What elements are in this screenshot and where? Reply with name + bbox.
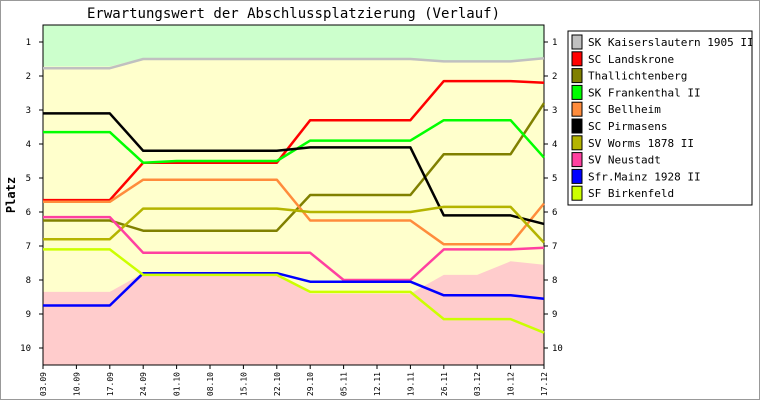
x-tick-label: 26.11 bbox=[440, 372, 449, 396]
x-tick-label: 24.09 bbox=[139, 372, 148, 396]
legend-box bbox=[567, 30, 753, 206]
y-tick-label-right: 6 bbox=[552, 208, 557, 218]
legend-swatch bbox=[571, 135, 583, 151]
y-tick-label-right: 7 bbox=[552, 242, 557, 252]
legend-label: SF Birkenfeld bbox=[588, 187, 674, 200]
y-tick-label-left: 9 bbox=[26, 310, 31, 320]
legend-swatch bbox=[571, 168, 583, 184]
legend-swatch bbox=[571, 84, 583, 100]
y-tick-label-right: 5 bbox=[552, 174, 557, 184]
series-line-8 bbox=[43, 271, 545, 307]
legend-swatch bbox=[571, 68, 583, 84]
x-tick-label: 29.10 bbox=[306, 372, 315, 396]
y-tick-label-left: 1 bbox=[26, 38, 31, 48]
x-tick-label: 10.09 bbox=[72, 372, 81, 396]
legend-label: Sfr.Mainz 1928 II bbox=[588, 170, 701, 183]
legend-label: SK Kaiserslautern 1905 II bbox=[588, 36, 754, 49]
x-tick-label: 12.11 bbox=[373, 372, 382, 396]
y-tick-label-right: 3 bbox=[552, 106, 557, 116]
y-tick-label-right: 8 bbox=[552, 276, 557, 286]
y-tick-label-right: 1 bbox=[552, 38, 557, 48]
series-line-3 bbox=[43, 118, 545, 164]
x-tick-label: 10.12 bbox=[507, 372, 516, 396]
x-tick-label: 17.09 bbox=[106, 372, 115, 396]
y-tick-label-left: 2 bbox=[26, 72, 31, 82]
legend-swatch bbox=[571, 152, 583, 168]
series-line-7 bbox=[43, 215, 545, 282]
series-line-4 bbox=[43, 178, 545, 246]
y-tick-label-right: 2 bbox=[552, 72, 557, 82]
legend-label: Thallichtenberg bbox=[588, 70, 687, 83]
x-tick-label: 03.09 bbox=[39, 372, 48, 396]
y-tick-label-right: 9 bbox=[552, 310, 557, 320]
relegation-zone bbox=[43, 261, 544, 365]
x-tick-label: 08.10 bbox=[206, 372, 215, 396]
x-tick-label: 05.11 bbox=[340, 372, 349, 396]
legend-swatch bbox=[571, 118, 583, 134]
legend-swatch bbox=[571, 51, 583, 67]
legend-label: SK Frankenthal II bbox=[588, 86, 701, 99]
chart-title: Erwartungswert der Abschlussplatzierung … bbox=[87, 6, 500, 22]
legend-label: SC Pirmasens bbox=[588, 120, 667, 133]
x-tick-label: 03.12 bbox=[473, 372, 482, 396]
x-tick-label: 01.10 bbox=[173, 372, 182, 396]
series-line-6 bbox=[43, 205, 545, 244]
x-tick-label: 19.11 bbox=[406, 372, 415, 396]
y-tick-label-left: 3 bbox=[26, 106, 31, 116]
series-line-0 bbox=[43, 57, 545, 70]
x-tick-label: 22.10 bbox=[273, 372, 282, 396]
legend-swatch bbox=[571, 185, 583, 201]
legend-label: SV Neustadt bbox=[588, 154, 661, 167]
y-tick-label-left: 10 bbox=[20, 344, 31, 354]
y-tick-label-left: 4 bbox=[26, 140, 31, 150]
legend-swatch bbox=[571, 34, 583, 50]
y-axis-label: Platz bbox=[4, 177, 18, 213]
y-tick-label-left: 7 bbox=[26, 242, 31, 252]
y-tick-label-right: 10 bbox=[552, 344, 563, 354]
legend-label: SC Bellheim bbox=[588, 103, 661, 116]
legend-swatch bbox=[571, 101, 583, 117]
series-line-9 bbox=[43, 248, 545, 334]
y-tick-label-left: 8 bbox=[26, 276, 31, 286]
y-tick-label-left: 5 bbox=[26, 174, 31, 184]
legend-label: SV Worms 1878 II bbox=[588, 137, 694, 150]
y-tick-label-right: 4 bbox=[552, 140, 557, 150]
plot-frame bbox=[42, 24, 545, 366]
x-tick-label: 15.10 bbox=[239, 372, 248, 396]
series-line-2 bbox=[43, 102, 546, 232]
y-tick-label-left: 6 bbox=[26, 208, 31, 218]
legend-label: SC Landskrone bbox=[588, 53, 674, 66]
series-line-1 bbox=[43, 79, 545, 202]
x-tick-label: 17.12 bbox=[540, 372, 549, 396]
series-line-5 bbox=[43, 112, 545, 226]
promotion-zone bbox=[43, 25, 544, 67]
